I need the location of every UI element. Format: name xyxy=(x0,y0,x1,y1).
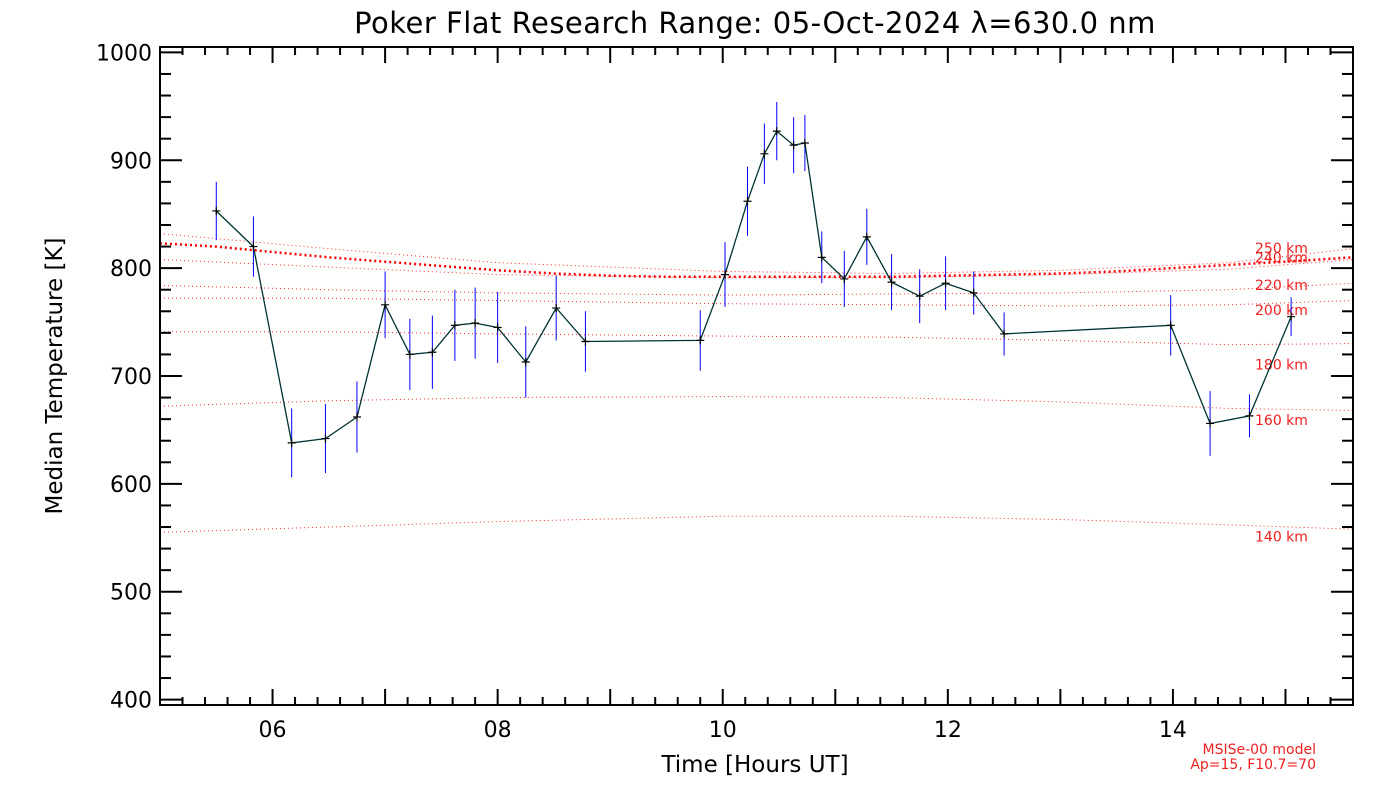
data-point xyxy=(493,323,502,332)
data-point xyxy=(696,336,705,345)
data-point xyxy=(760,149,769,158)
x-axis-label: Time [Hours UT] xyxy=(660,752,848,778)
data-point xyxy=(212,206,221,215)
data-point xyxy=(352,412,361,421)
data-point xyxy=(800,139,809,148)
plot-frame xyxy=(159,46,1354,706)
y-tick-label: 900 xyxy=(110,149,152,174)
data-point xyxy=(720,270,729,279)
data-point xyxy=(743,197,752,206)
data-point xyxy=(450,321,459,330)
data-point xyxy=(471,319,480,328)
y-tick-label: 700 xyxy=(110,365,152,390)
y-tick-label: 600 xyxy=(110,473,152,498)
model-curve-200km xyxy=(160,297,1354,307)
data-point xyxy=(381,300,390,309)
data-point xyxy=(521,357,530,366)
data-point xyxy=(552,304,561,313)
data-point xyxy=(915,292,924,301)
data-point xyxy=(941,279,950,288)
x-tick-label: 14 xyxy=(1159,718,1187,743)
data-point xyxy=(1287,312,1296,321)
x-tick-label: 08 xyxy=(484,718,512,743)
model-curve-label: 200 km xyxy=(1255,303,1308,319)
model-curve-label: 250 km xyxy=(1255,241,1308,257)
y-tick-label: 1000 xyxy=(96,41,152,66)
data-point xyxy=(321,434,330,443)
data-point xyxy=(1206,419,1215,428)
data-point xyxy=(1166,321,1175,330)
y-tick-label: 500 xyxy=(110,581,152,606)
y-tick-label: 400 xyxy=(110,689,152,714)
y-axis-label: Median Temperature [K] xyxy=(42,238,68,515)
data-point xyxy=(969,288,978,297)
model-curve-140km xyxy=(159,515,1354,533)
measurement-series xyxy=(212,102,1296,478)
model-curve-label: 220 km xyxy=(1255,278,1308,294)
data-point xyxy=(428,348,437,357)
model-curve-label: 180 km xyxy=(1255,357,1308,373)
series-line xyxy=(215,130,1292,444)
model-curve-label: 160 km xyxy=(1255,413,1308,429)
data-point xyxy=(249,242,258,251)
data-point xyxy=(405,350,414,359)
chart-title: Poker Flat Research Range: 05-Oct-2024 λ… xyxy=(354,6,1156,40)
plot-axes: 06 08 10 12 14 400 500 600 700 800 900 1000 xyxy=(96,41,1354,743)
model-curve-250km xyxy=(159,233,1354,275)
data-point xyxy=(1000,329,1009,338)
model-curve-220km xyxy=(159,282,1354,296)
x-tick-label: 06 xyxy=(259,718,287,743)
data-point xyxy=(862,232,871,241)
model-annotation-line1: MSISe-00 model xyxy=(1202,742,1316,758)
data-point xyxy=(817,253,826,262)
model-curve-label: 140 km xyxy=(1255,530,1308,546)
data-point xyxy=(789,141,798,150)
x-tick-label: 12 xyxy=(934,718,962,743)
data-point xyxy=(840,274,849,283)
data-point xyxy=(887,278,896,287)
model-annotation-line2: Ap=15, F10.7=70 xyxy=(1190,757,1316,773)
data-point xyxy=(1245,411,1254,420)
y-tick-label: 800 xyxy=(110,257,152,282)
model-exospheric-curve xyxy=(159,242,1354,279)
data-point xyxy=(581,337,590,346)
data-point xyxy=(287,438,296,447)
model-curve-160km xyxy=(159,395,1354,411)
x-tick-label: 10 xyxy=(709,718,737,743)
data-point xyxy=(772,127,781,136)
model-curve-180km xyxy=(160,331,1354,346)
